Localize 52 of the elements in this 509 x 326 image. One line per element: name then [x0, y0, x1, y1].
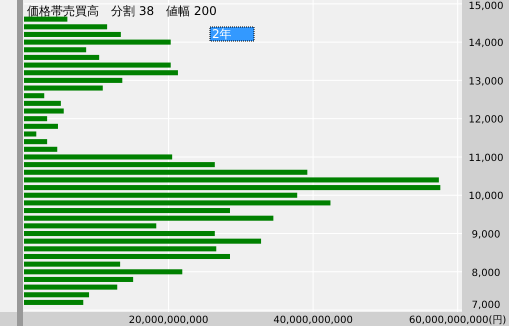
bar [24, 108, 64, 114]
y-tick-label: 14,000 [468, 38, 504, 50]
bar [24, 93, 44, 98]
bar [24, 162, 215, 168]
bar [24, 124, 58, 129]
bar [24, 116, 48, 122]
x-tick-label: 20,000,000,000 [128, 315, 208, 326]
bar [24, 223, 156, 228]
y-tick-label: 7,000 [472, 300, 500, 311]
x-tick-label: 60,000,000,000(円) [409, 315, 506, 326]
bar [24, 254, 230, 260]
y-tick-label: 8,000 [472, 268, 500, 279]
y-tick-label: 10,000 [468, 191, 504, 202]
bar [24, 70, 178, 76]
bar [24, 100, 61, 106]
y-tick-label: 15,000 [468, 1, 504, 12]
bar [24, 192, 298, 198]
bar [24, 146, 58, 152]
bar [24, 47, 86, 52]
bar [24, 62, 171, 68]
bar [24, 284, 118, 290]
bar [24, 177, 439, 182]
bar [24, 276, 134, 282]
bar [24, 139, 48, 144]
bar [24, 54, 100, 60]
bar [24, 16, 68, 22]
bar [24, 154, 172, 160]
bar [24, 269, 182, 274]
bar [24, 185, 440, 190]
bar [24, 200, 330, 206]
bar [24, 86, 103, 91]
bar [24, 131, 36, 137]
bar [24, 246, 216, 252]
bar [24, 24, 108, 30]
bar [24, 216, 274, 221]
bar [24, 262, 120, 267]
y-tick-label: 13,000 [468, 76, 504, 88]
bar [24, 40, 171, 45]
bar [24, 230, 215, 236]
bar [24, 208, 230, 214]
bar [24, 32, 121, 37]
annotation: 2年 [212, 27, 232, 41]
bar [24, 238, 262, 244]
bar [24, 170, 308, 175]
y-tick-label: 12,000 [468, 114, 504, 126]
x-tick-label: 40,000,000,000 [273, 315, 353, 326]
chart-title: 価格帯売買高 分割 38 値幅 200 [27, 4, 217, 18]
bar [24, 78, 122, 83]
y-tick-label: 11,000 [468, 152, 504, 164]
bar [24, 292, 90, 298]
bar [24, 300, 84, 305]
y-tick-label: 9,000 [472, 230, 500, 241]
